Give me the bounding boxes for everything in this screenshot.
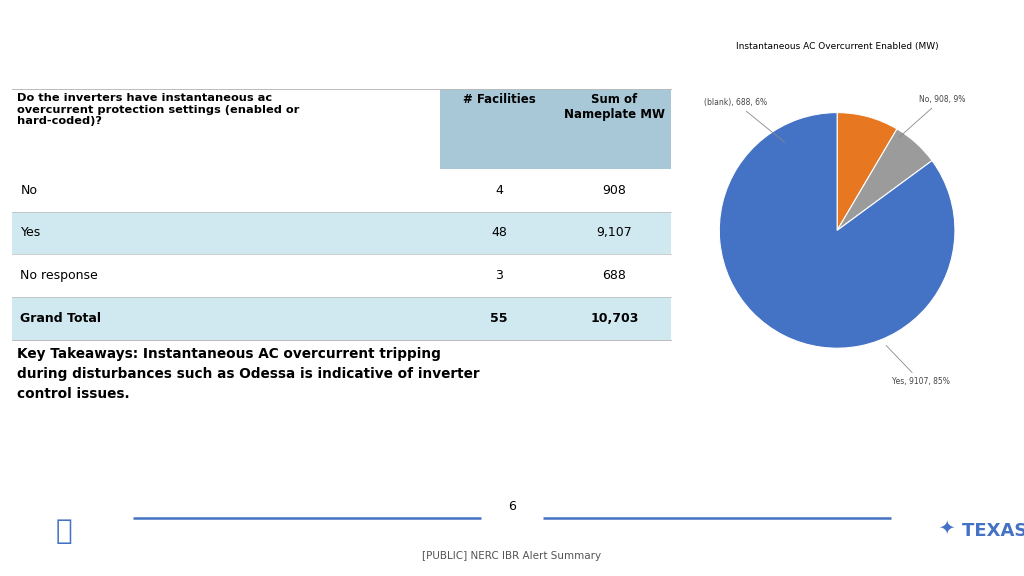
Wedge shape: [719, 112, 955, 348]
Text: 908: 908: [602, 184, 627, 196]
Text: Grand Total: Grand Total: [20, 312, 101, 325]
Wedge shape: [838, 129, 932, 230]
Text: 6: 6: [508, 500, 516, 513]
Text: 55: 55: [490, 312, 508, 325]
Text: No, 908, 9%: No, 908, 9%: [899, 94, 966, 138]
Text: Yes: Yes: [20, 226, 41, 240]
Text: 3: 3: [496, 269, 503, 282]
Text: 9,107: 9,107: [597, 226, 632, 240]
Text: Sum of
Nameplate MW: Sum of Nameplate MW: [564, 93, 665, 121]
Text: 688: 688: [602, 269, 627, 282]
Text: No response: No response: [20, 269, 98, 282]
FancyBboxPatch shape: [12, 297, 671, 340]
Title: Instantaneous AC Overcurrent Enabled (MW): Instantaneous AC Overcurrent Enabled (MW…: [736, 42, 938, 51]
Text: No: No: [20, 184, 38, 196]
Text: Yes, 9107, 85%: Yes, 9107, 85%: [886, 346, 950, 386]
Text: TEXAS RE: TEXAS RE: [962, 522, 1024, 540]
Text: 48: 48: [492, 226, 507, 240]
Text: 4: 4: [496, 184, 503, 196]
Text: (blank), 688, 6%: (blank), 688, 6%: [703, 98, 784, 142]
Text: [PUBLIC] NERC IBR Alert Summary: [PUBLIC] NERC IBR Alert Summary: [423, 551, 601, 561]
Wedge shape: [837, 112, 897, 230]
FancyBboxPatch shape: [440, 89, 671, 169]
Text: ✦: ✦: [938, 518, 954, 537]
Text: 10,703: 10,703: [590, 312, 639, 325]
FancyBboxPatch shape: [12, 169, 671, 211]
FancyBboxPatch shape: [12, 211, 671, 255]
FancyBboxPatch shape: [12, 255, 671, 297]
Text: Do the inverters have instantaneous ac
overcurrent protection settings (enabled : Do the inverters have instantaneous ac o…: [17, 93, 300, 126]
Text: 🔷: 🔷: [55, 517, 73, 545]
Text: Key Takeaways: Instantaneous AC overcurrent tripping
during disturbances such as: Key Takeaways: Instantaneous AC overcurr…: [17, 347, 480, 401]
Text: Instantaneous AC Overcurrent Protection: Instantaneous AC Overcurrent Protection: [23, 18, 574, 42]
Text: # Facilities: # Facilities: [463, 93, 536, 106]
